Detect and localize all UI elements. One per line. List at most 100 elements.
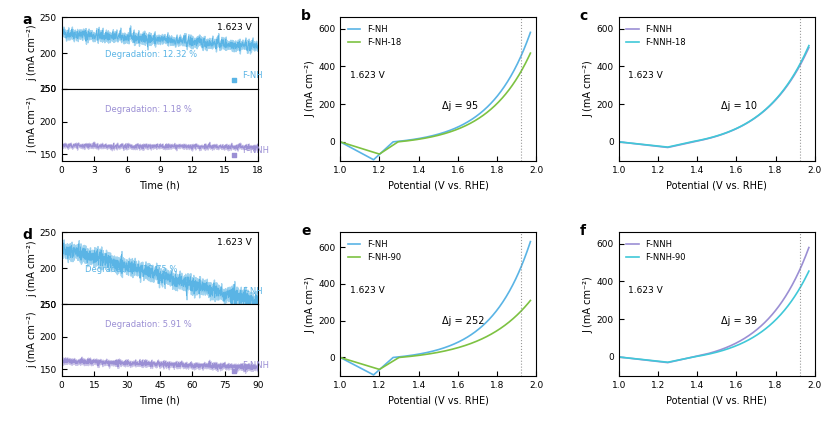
Text: Δj = 39: Δj = 39	[721, 316, 756, 326]
F-NH-90	[398, 355, 407, 360]
Text: f: f	[579, 224, 585, 238]
Text: d: d	[22, 228, 32, 242]
F-NH-18	[455, 125, 465, 130]
Y-axis label: J (mA cm⁻²): J (mA cm⁻²)	[305, 276, 315, 333]
F-NNH-90	[804, 269, 814, 274]
F-NNH-90	[690, 354, 700, 359]
Line: F-NNH: F-NNH	[619, 48, 809, 147]
F-NH	[369, 372, 379, 378]
F-NNH	[804, 245, 814, 250]
F-NH-90	[455, 344, 465, 349]
F-NNH	[690, 354, 700, 359]
F-NNH	[663, 360, 672, 365]
F-NH	[398, 354, 407, 359]
Text: Δj = 10: Δj = 10	[721, 101, 756, 111]
F-NNH-90	[637, 357, 647, 362]
Text: F-NH: F-NH	[242, 286, 263, 295]
Text: F-NNH: F-NNH	[242, 146, 269, 155]
Text: 1.623 V: 1.623 V	[629, 286, 663, 295]
F-NNH-18	[751, 114, 761, 119]
F-NH	[473, 112, 483, 118]
F-NH-90	[358, 362, 368, 367]
F-NH	[358, 152, 368, 157]
F-NH	[525, 239, 535, 244]
X-axis label: Potential (V vs. RHE): Potential (V vs. RHE)	[667, 180, 767, 190]
Text: 1.623 V: 1.623 V	[629, 70, 663, 79]
Y-axis label: J (mA cm⁻²): J (mA cm⁻²)	[584, 276, 593, 333]
F-NH	[398, 138, 407, 143]
Legend: F-NNH, F-NNH-18: F-NNH, F-NNH-18	[623, 22, 690, 50]
F-NH	[474, 111, 484, 117]
Y-axis label: j (mA cm⁻²): j (mA cm⁻²)	[27, 240, 37, 297]
Text: Degradation: 5.91 %: Degradation: 5.91 %	[105, 320, 192, 329]
F-NNH	[690, 139, 700, 144]
Text: 1.623 V: 1.623 V	[217, 23, 252, 32]
F-NNH	[751, 114, 761, 120]
F-NH	[369, 157, 379, 162]
F-NNH-18	[677, 142, 686, 147]
F-NH	[455, 123, 465, 128]
F-NH-18	[525, 51, 535, 56]
Line: F-NNH: F-NNH	[619, 248, 809, 362]
F-NH-18	[335, 139, 345, 144]
Text: F-NNH: F-NNH	[242, 361, 269, 370]
F-NNH-18	[734, 125, 744, 130]
F-NNH	[804, 45, 814, 50]
Text: Degradation: 33.75 %: Degradation: 33.75 %	[86, 265, 178, 274]
Line: F-NH: F-NH	[340, 32, 530, 160]
F-NNH	[752, 327, 762, 332]
F-NNH-18	[690, 139, 700, 144]
Legend: F-NH, F-NH-90: F-NH, F-NH-90	[344, 237, 404, 265]
F-NNH-90	[751, 333, 761, 338]
Point	[228, 292, 241, 299]
F-NH-90	[525, 298, 535, 303]
Text: Degradation: 12.32 %: Degradation: 12.32 %	[105, 50, 197, 59]
F-NNH	[637, 142, 647, 147]
Y-axis label: j (mA cm⁻²): j (mA cm⁻²)	[27, 311, 37, 368]
Text: Δj = 252: Δj = 252	[442, 316, 485, 326]
Line: F-NNH-18: F-NNH-18	[619, 46, 809, 147]
F-NNH-90	[677, 357, 686, 362]
Text: b: b	[301, 9, 311, 22]
Y-axis label: J (mA cm⁻²): J (mA cm⁻²)	[584, 60, 593, 118]
X-axis label: Potential (V vs. RHE): Potential (V vs. RHE)	[388, 395, 489, 405]
F-NH	[474, 326, 484, 331]
Y-axis label: j (mA cm⁻²): j (mA cm⁻²)	[27, 25, 37, 82]
Text: Δj = 95: Δj = 95	[442, 101, 478, 111]
Text: Degradation: 1.18 %: Degradation: 1.18 %	[105, 105, 192, 114]
F-NNH	[752, 114, 762, 119]
Y-axis label: J (mA cm⁻²): J (mA cm⁻²)	[305, 60, 315, 118]
F-NH	[455, 338, 465, 343]
F-NNH	[751, 327, 761, 333]
F-NH	[411, 352, 421, 357]
Y-axis label: j (mA cm⁻²): j (mA cm⁻²)	[27, 96, 37, 153]
F-NH-18	[474, 116, 484, 121]
F-NH-90	[474, 338, 484, 343]
Text: c: c	[579, 9, 588, 22]
F-NNH	[734, 339, 744, 344]
F-NNH	[734, 125, 744, 130]
X-axis label: Time (h): Time (h)	[139, 180, 180, 190]
F-NNH-18	[804, 43, 814, 48]
F-NH	[358, 367, 368, 372]
F-NNH-18	[637, 142, 647, 147]
F-NNH-90	[614, 354, 624, 359]
F-NNH	[677, 357, 686, 362]
F-NH-18	[358, 146, 368, 152]
F-NH-90	[473, 338, 483, 343]
F-NH-90	[374, 367, 384, 372]
F-NNH	[677, 142, 686, 147]
F-NH-18	[398, 139, 407, 144]
Text: a: a	[22, 13, 32, 27]
F-NH	[473, 327, 483, 332]
F-NH	[525, 30, 535, 35]
Point	[228, 152, 241, 159]
Text: e: e	[301, 224, 310, 238]
F-NH-90	[411, 353, 421, 358]
Point	[228, 367, 241, 374]
Text: 1.623 V: 1.623 V	[217, 238, 252, 247]
F-NNH	[614, 354, 624, 359]
F-NH-18	[374, 152, 384, 157]
X-axis label: Potential (V vs. RHE): Potential (V vs. RHE)	[388, 180, 489, 190]
F-NH-18	[411, 137, 421, 142]
